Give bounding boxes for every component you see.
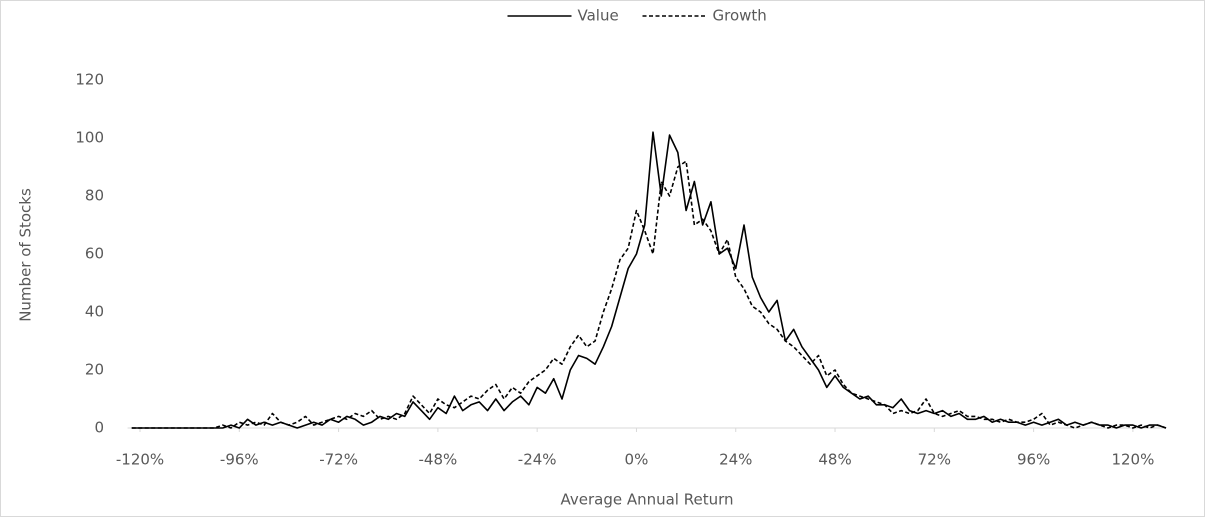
x-tick-label: 96% xyxy=(1017,451,1050,469)
x-tick-label: -96% xyxy=(220,451,259,469)
y-tick-label: 0 xyxy=(94,419,104,437)
x-tick-label: -120% xyxy=(116,451,164,469)
x-tick-label: 0% xyxy=(625,451,649,469)
y-tick-label: 60 xyxy=(85,245,104,263)
y-axis-label: Number of Stocks xyxy=(17,188,35,322)
y-tick-label: 40 xyxy=(85,303,104,321)
x-tick-label: 24% xyxy=(719,451,752,469)
x-tick-label: 72% xyxy=(918,451,951,469)
x-tick-label: -72% xyxy=(319,451,358,469)
legend-label: Growth xyxy=(713,7,767,25)
x-tick-label: 120% xyxy=(1111,451,1154,469)
y-tick-label: 20 xyxy=(85,361,104,379)
x-tick-label: 48% xyxy=(818,451,851,469)
x-axis-label: Average Annual Return xyxy=(560,491,733,509)
x-tick-label: -48% xyxy=(418,451,457,469)
legend-label: Value xyxy=(578,7,619,25)
y-tick-label: 80 xyxy=(85,187,104,205)
y-tick-label: 100 xyxy=(75,129,104,147)
y-tick-label: 120 xyxy=(75,71,104,89)
x-tick-label: -24% xyxy=(518,451,557,469)
series-line xyxy=(131,160,1167,429)
series-line xyxy=(131,131,1167,429)
